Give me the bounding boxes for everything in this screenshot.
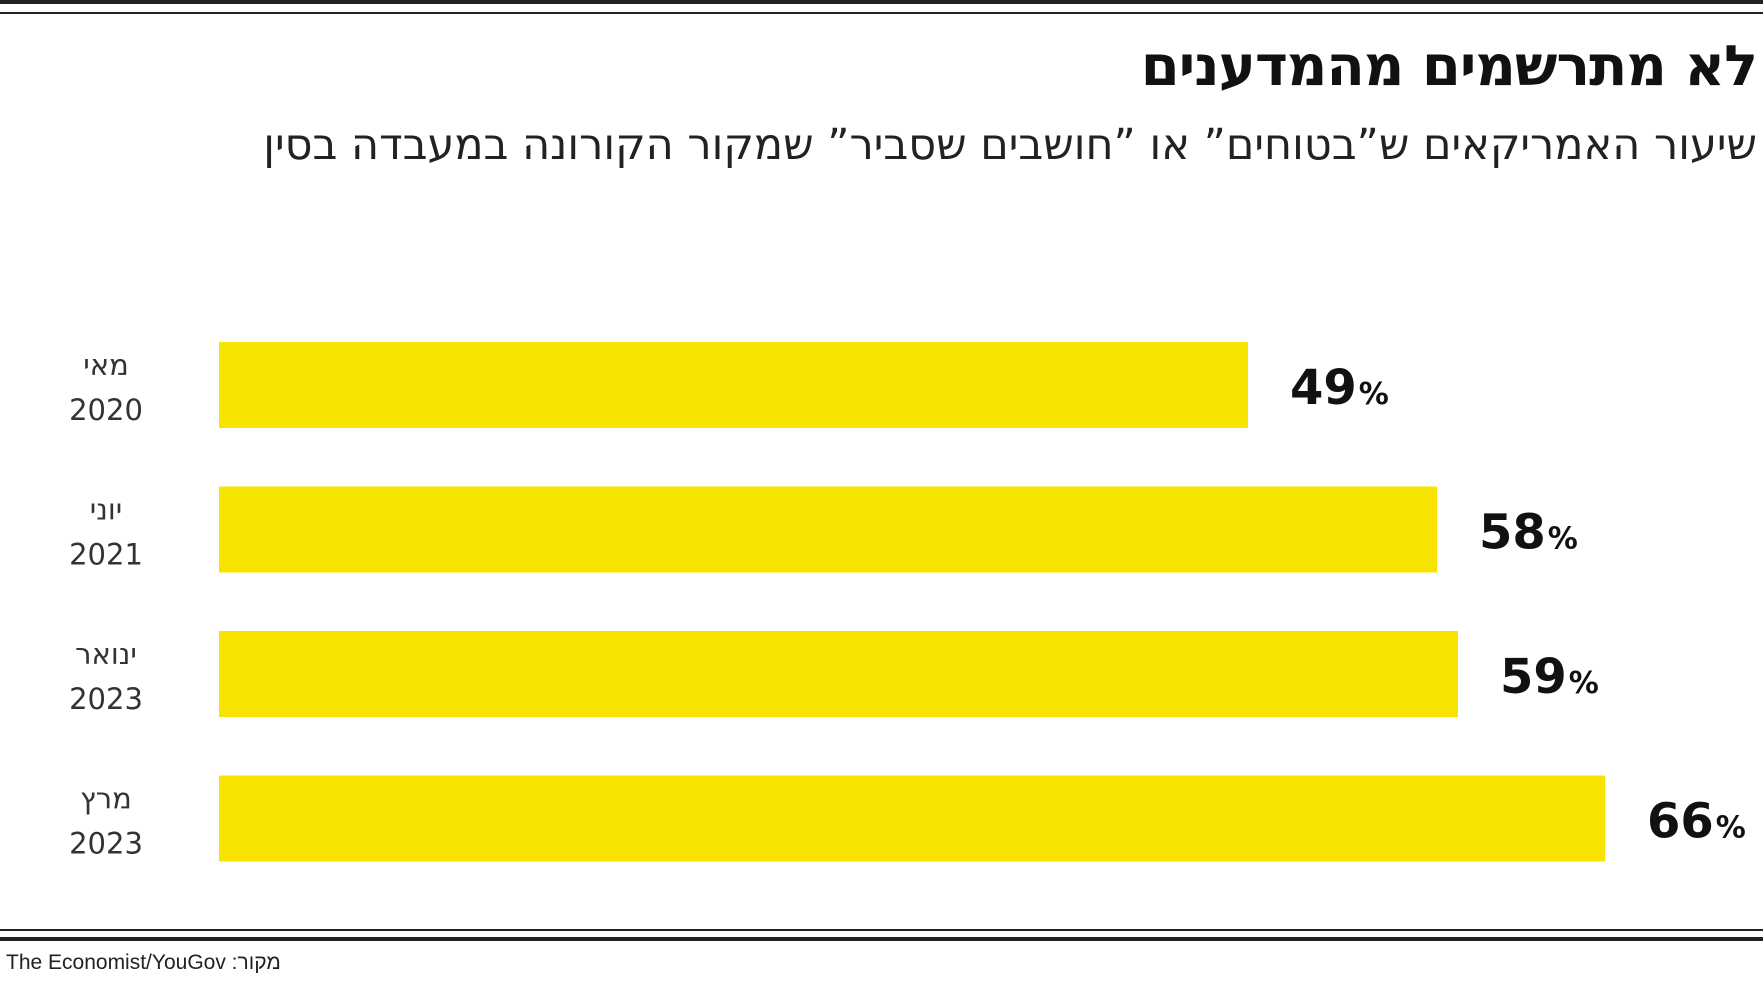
bar-3 [219, 775, 1605, 862]
category-label-month: יוני [90, 493, 122, 527]
bar-2 [219, 631, 1458, 717]
bottom-rule-thin [0, 929, 1763, 931]
value-label: 58% [1479, 505, 1578, 561]
category-label-year: 2023 [69, 827, 143, 861]
bar-0 [219, 342, 1248, 428]
category-label-year: 2021 [69, 538, 143, 572]
value-label: 59% [1500, 649, 1599, 705]
category-label-month: מאי [83, 348, 129, 382]
category-label-year: 2023 [69, 682, 143, 716]
bottom-rule-thick [0, 937, 1763, 941]
source-note: The Economist/YouGov :מקור [6, 951, 281, 974]
category-label-month: ינואר [75, 637, 137, 671]
chart-title: לא מתרשמים מהמדענים [1140, 34, 1758, 99]
category-label-month: מרץ [80, 782, 132, 816]
value-label: 66% [1647, 794, 1746, 850]
top-rule-thick [0, 0, 1763, 4]
category-label-year: 2020 [69, 393, 143, 427]
bar-1 [219, 486, 1437, 573]
top-rule-thin [0, 12, 1763, 14]
value-label: 49% [1290, 360, 1389, 416]
chart-subtitle: שיעור האמריקאים ש”בטוחים” או ”חושבים שסב… [263, 120, 1757, 170]
